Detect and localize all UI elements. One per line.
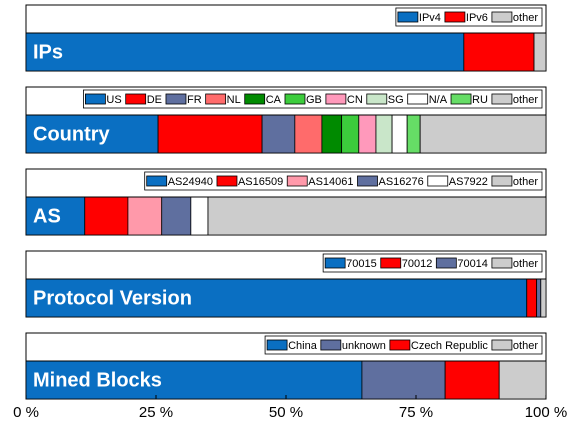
bar-segment (161, 196, 192, 236)
legend-label: Czech Republic (411, 340, 489, 352)
bar-segment (84, 196, 129, 236)
legend-label: AS7922 (449, 176, 488, 188)
legend-swatch (450, 93, 472, 105)
legend-label: AS14061 (308, 176, 353, 188)
legend-swatch (320, 339, 342, 351)
legend-swatch (397, 11, 419, 23)
legend-label: DE (147, 94, 162, 106)
bar-segment (321, 114, 343, 154)
x-tick-label: 75 % (399, 404, 433, 421)
legend-label: NL (227, 94, 241, 106)
legend-swatch (366, 93, 388, 105)
legend-swatch (266, 339, 288, 351)
panel-title: Country (33, 123, 111, 145)
legend-swatch (491, 93, 513, 105)
legend-swatch (125, 93, 147, 105)
legend-label: IPv6 (466, 12, 488, 24)
bar-segment (127, 196, 163, 236)
bar-segment (526, 278, 538, 318)
legend-swatch (491, 257, 513, 269)
bar-segment (261, 114, 296, 154)
legend-swatch (435, 257, 457, 269)
bar-segment (419, 114, 547, 154)
legend-swatch (205, 93, 227, 105)
legend-label: US (106, 94, 121, 106)
legend-swatch (286, 175, 308, 187)
legend-swatch (284, 93, 306, 105)
legend-swatch (427, 175, 449, 187)
legend-label: N/A (429, 94, 448, 106)
panel-title: AS (33, 205, 61, 227)
legend-label: RU (472, 94, 488, 106)
bar-segment (190, 196, 209, 236)
bar-segment (25, 278, 528, 318)
legend-swatch (146, 175, 168, 187)
legend-swatch (357, 175, 378, 187)
legend-swatch (444, 11, 466, 23)
x-tick-label: 100 % (525, 404, 568, 421)
legend-label: 70012 (402, 258, 433, 270)
legend-swatch (216, 175, 238, 187)
bar-segment (361, 360, 446, 400)
legend-label: AS16509 (238, 176, 283, 188)
legend-swatch (325, 93, 347, 105)
legend-label: 70015 (346, 258, 377, 270)
bar-segment (406, 114, 421, 154)
legend-swatch (407, 93, 429, 105)
legend-label: unknown (342, 340, 386, 352)
legend-label: AS24940 (168, 176, 213, 188)
bar-segment (533, 32, 547, 72)
bar-segment (444, 360, 500, 400)
bar-segment (25, 114, 159, 154)
bar-segment (540, 278, 547, 318)
legend-label: other (513, 12, 538, 24)
legend-label: 70014 (457, 258, 488, 270)
legend-swatch (491, 339, 513, 351)
panel-title: Mined Blocks (33, 369, 162, 391)
x-tick-label: 25 % (139, 404, 173, 421)
legend-swatch (244, 93, 266, 105)
legend-label: other (513, 176, 538, 188)
panel-title: IPs (33, 41, 63, 63)
legend-label: other (513, 258, 538, 270)
bar-segment (375, 114, 393, 154)
bar-segment (536, 278, 542, 318)
legend-label: CN (347, 94, 363, 106)
legend-label: CA (266, 94, 282, 106)
bar-segment (207, 196, 547, 236)
legend-label: other (513, 94, 538, 106)
legend-label: AS16276 (379, 176, 424, 188)
legend-swatch (491, 11, 513, 23)
panel-title: Protocol Version (33, 287, 192, 309)
legend-swatch (389, 339, 411, 351)
legend-swatch (85, 93, 106, 105)
legend-label: IPv4 (419, 12, 441, 24)
bar-segment (25, 32, 465, 72)
legend-swatch (324, 257, 346, 269)
bar-segment (358, 114, 377, 154)
legend-swatch (491, 175, 513, 187)
x-tick-label: 0 % (13, 404, 39, 421)
bar-segment (341, 114, 360, 154)
legend-swatch (165, 93, 187, 105)
legend-box (322, 253, 543, 273)
bar-segment (25, 360, 363, 400)
legend-label: China (288, 340, 318, 352)
legend-label: FR (187, 94, 202, 106)
bar-segment (498, 360, 547, 400)
legend-swatch (380, 257, 402, 269)
bar-segment (463, 32, 535, 72)
bar-segment (391, 114, 408, 154)
bar-segment (157, 114, 263, 154)
bar-segment (294, 114, 323, 154)
x-tick-label: 50 % (269, 404, 303, 421)
legend-label: other (513, 340, 538, 352)
legend-label: GB (306, 94, 322, 106)
legend-label: SG (388, 94, 404, 106)
